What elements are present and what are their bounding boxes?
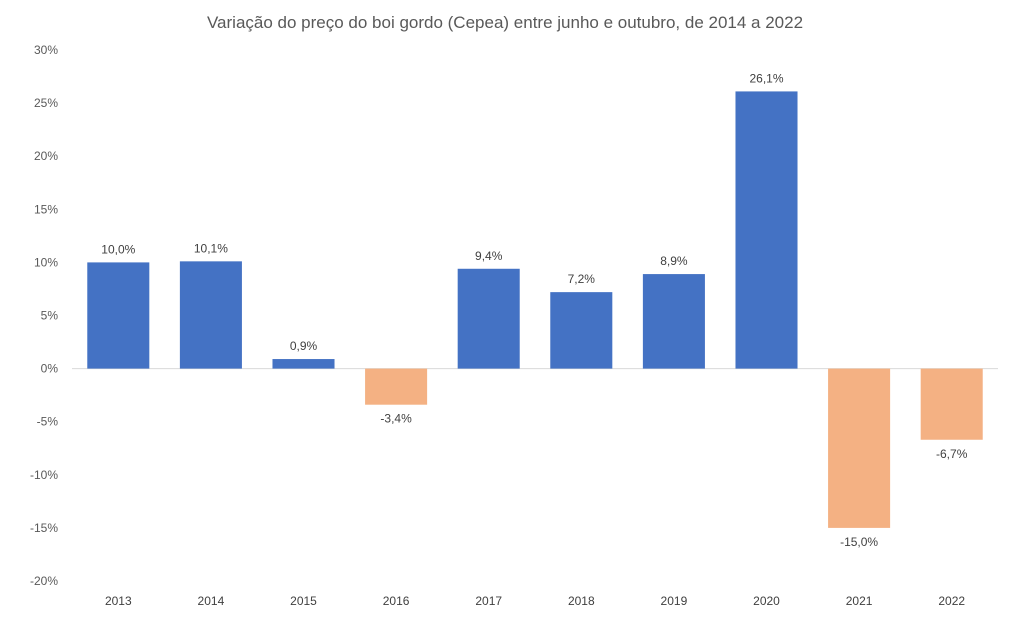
- y-tick-label: 5%: [41, 309, 59, 323]
- data-label-2015: 0,9%: [290, 339, 318, 353]
- x-tick-label: 2015: [290, 594, 317, 608]
- x-tick-label: 2014: [198, 594, 225, 608]
- x-tick-label: 2013: [105, 594, 132, 608]
- data-label-2021: -15,0%: [840, 535, 878, 549]
- x-tick-label: 2020: [753, 594, 780, 608]
- y-tick-label: -15%: [30, 521, 58, 535]
- bar-2018: [550, 292, 613, 369]
- y-tick-label: 0%: [41, 362, 59, 376]
- x-tick-label: 2022: [938, 594, 965, 608]
- x-tick-label: 2016: [383, 594, 410, 608]
- data-label-2014: 10,1%: [194, 241, 228, 255]
- data-label-2017: 9,4%: [475, 249, 503, 263]
- bar-2020: [735, 91, 798, 369]
- x-tick-label: 2017: [475, 594, 502, 608]
- x-tick-label: 2019: [661, 594, 688, 608]
- chart-title: Variação do preço do boi gordo (Cepea) e…: [207, 13, 803, 32]
- bar-series: [87, 91, 983, 528]
- y-tick-label: 15%: [34, 202, 58, 216]
- x-tick-label: 2021: [846, 594, 873, 608]
- data-label-2013: 10,0%: [101, 242, 135, 256]
- bar-2016: [365, 368, 428, 405]
- bar-2017: [457, 268, 520, 369]
- data-label-2016: -3,4%: [380, 412, 412, 426]
- y-tick-label: -10%: [30, 468, 58, 482]
- data-labels: 10,0% 10,1% 0,9% -3,4% 9,4% 7,2% 8,9% 26,1% -15,…: [101, 71, 967, 548]
- y-tick-label: 10%: [34, 255, 58, 269]
- bar-2013: [87, 262, 150, 369]
- y-tick-label: -20%: [30, 574, 58, 588]
- data-label-2020: 26,1%: [749, 71, 783, 85]
- y-axis: 30% 25% 20% 15% 10% 5% 0% -5% -10% -15% -20%: [30, 43, 58, 588]
- x-axis: 2013 2014 2015 2016 2017 2018 2019 2020 2021 2022: [105, 594, 965, 608]
- y-tick-label: 25%: [34, 96, 58, 110]
- bar-2022: [920, 368, 983, 440]
- bar-2021: [828, 368, 891, 528]
- data-label-2018: 7,2%: [568, 272, 596, 286]
- x-tick-label: 2018: [568, 594, 595, 608]
- bar-2015: [272, 359, 335, 369]
- bar-2014: [179, 261, 242, 369]
- y-tick-label: 30%: [34, 43, 58, 57]
- y-tick-label: 20%: [34, 149, 58, 163]
- y-tick-label: -5%: [37, 415, 59, 429]
- data-label-2022: -6,7%: [936, 447, 968, 461]
- bar-2019: [642, 274, 705, 369]
- data-label-2019: 8,9%: [660, 254, 688, 268]
